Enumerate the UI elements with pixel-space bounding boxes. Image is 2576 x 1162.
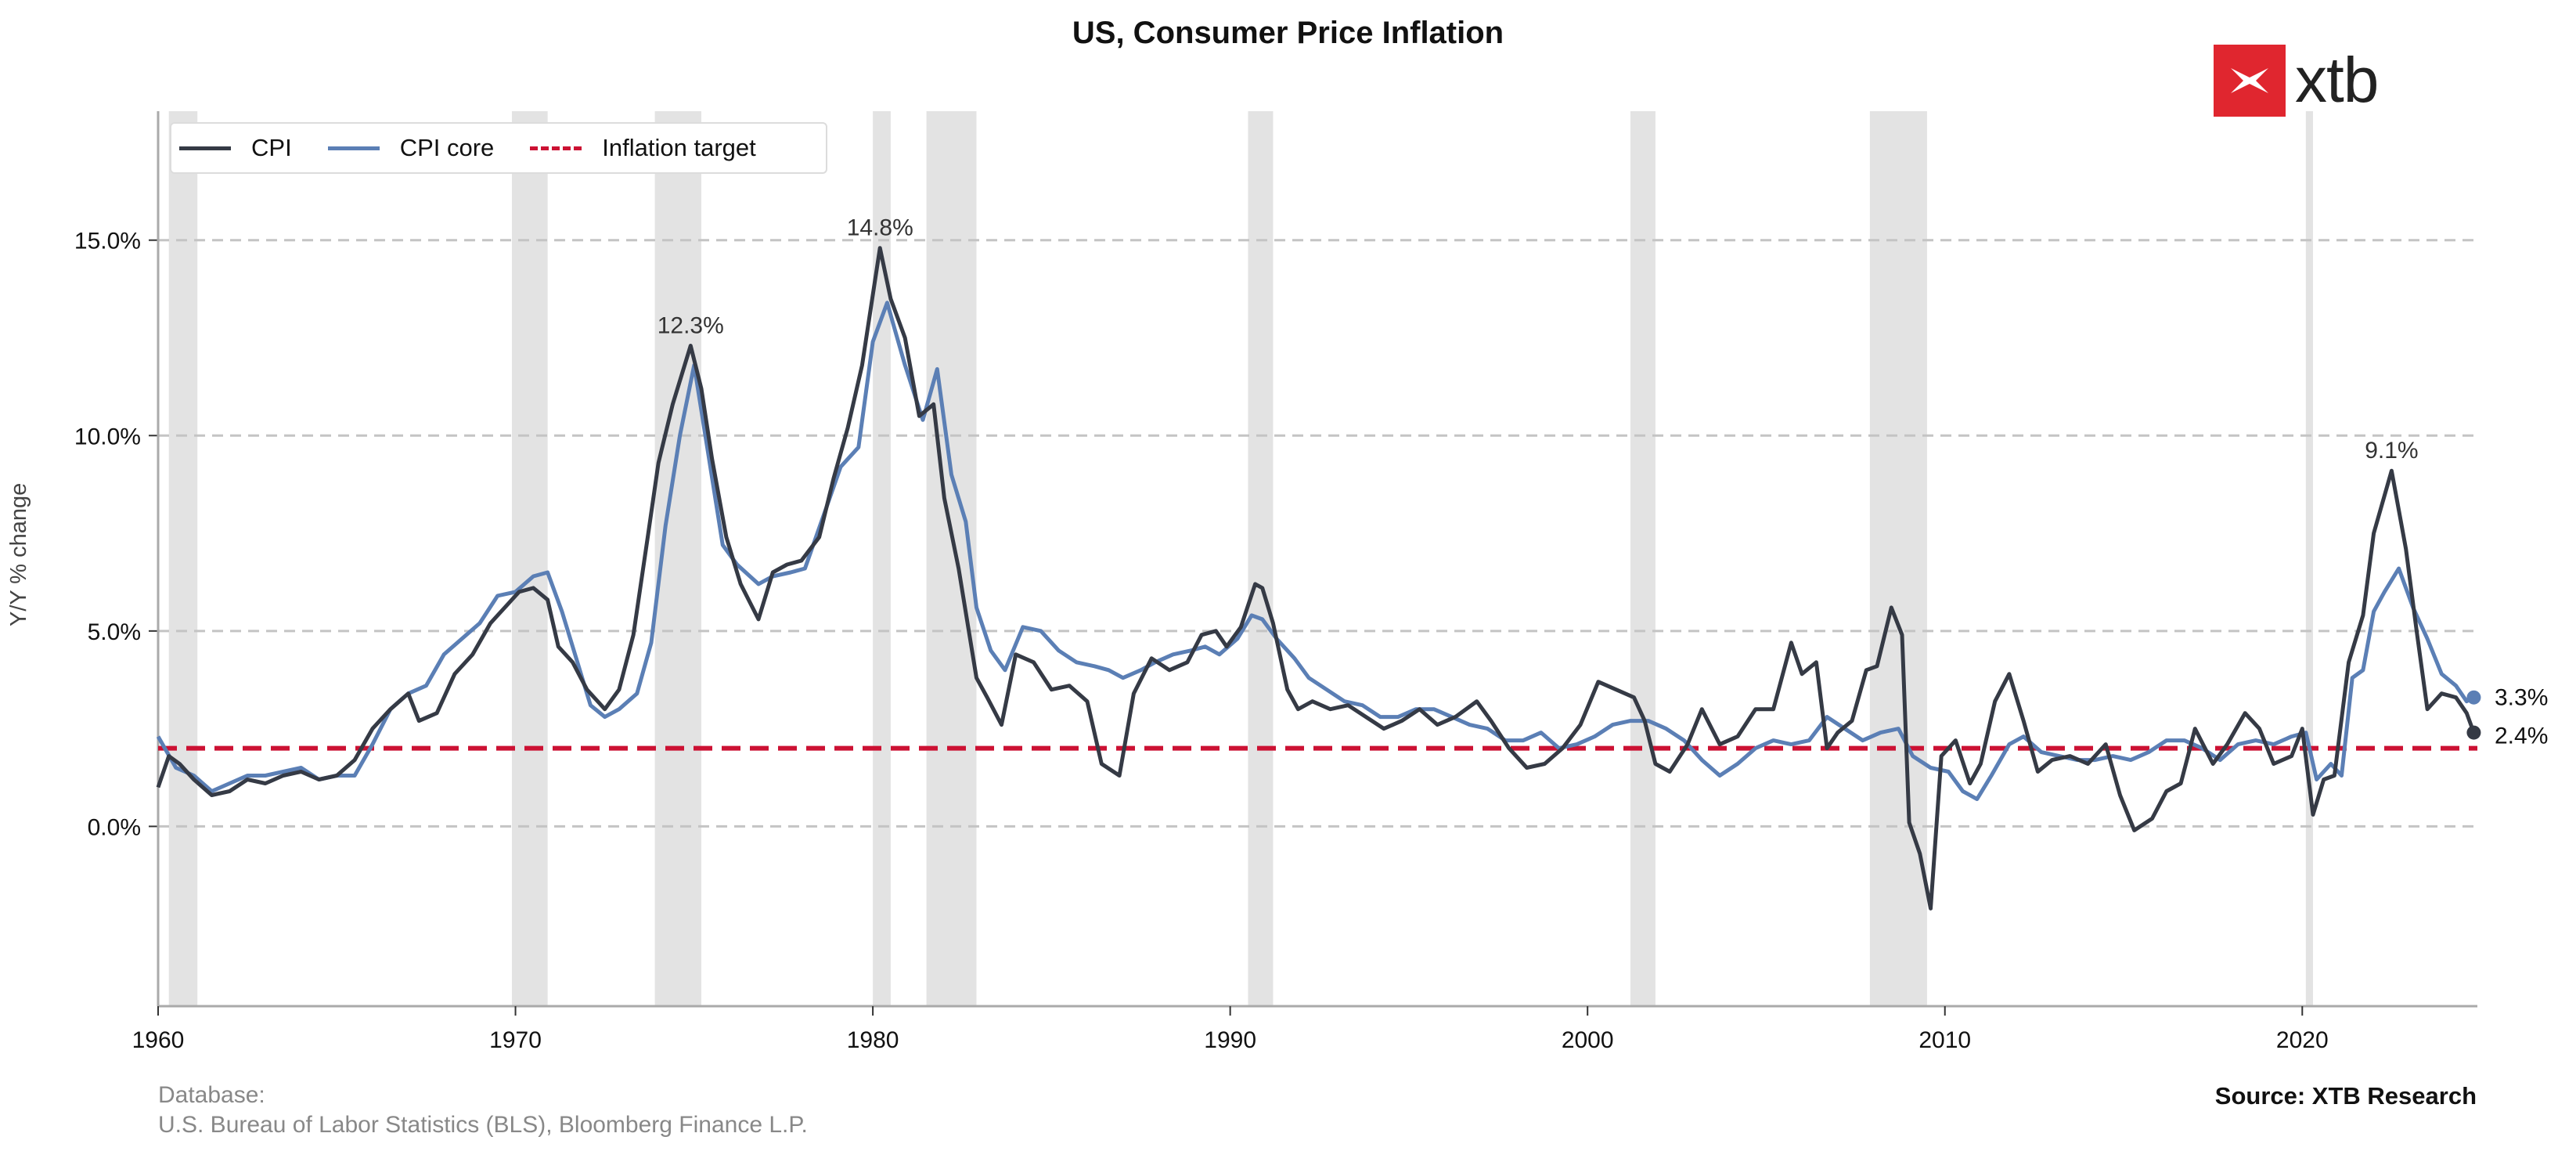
y-tick-label-0: 0.0% [88, 814, 141, 840]
legend-label-cpi-core: CPI core [399, 134, 495, 161]
brand-logo: xtb [2214, 44, 2379, 117]
recession-band-3 [873, 111, 891, 1006]
xtb-logo-icon [2214, 45, 2286, 117]
footer-database: Database: U.S. Bureau of Labor Statistic… [158, 1081, 808, 1140]
y-tick-label-2: 10.0% [74, 424, 141, 449]
recession-band-1 [511, 111, 548, 1006]
legend-swatch-cpi [179, 146, 231, 150]
legend-swatch-cpi-core [327, 146, 380, 150]
series-end-marker-cpi [2466, 725, 2481, 740]
series-line-cpi-core [156, 301, 2475, 801]
footer-database-label: Database: [158, 1082, 265, 1108]
chart-title: US, Consumer Price Inflation [1072, 16, 1504, 50]
x-tick-label-3: 1990 [1204, 1027, 1256, 1053]
legend-item-inflation-target: Inflation target [530, 134, 756, 162]
series-end-marker-cpi-core [2466, 690, 2481, 705]
peak-annotation-0: 12.3% [658, 312, 724, 338]
recession-band-5 [1248, 111, 1274, 1006]
footer-database-sources: U.S. Bureau of Labor Statistics (BLS), B… [158, 1112, 808, 1138]
recession-band-7 [1869, 111, 1927, 1006]
end-label-cpi: 2.4% [2495, 724, 2548, 749]
recession-band-0 [168, 111, 198, 1006]
x-tick-label-5: 2010 [1918, 1027, 1971, 1053]
legend-label-inflation-target: Inflation target [602, 134, 756, 161]
legend-swatch-inflation-target [530, 146, 582, 150]
legend-item-cpi-core: CPI core [327, 134, 495, 162]
recession-band-6 [1630, 111, 1655, 1006]
legend-item-cpi: CPI [179, 134, 292, 162]
x-tick-label-2: 1980 [847, 1027, 899, 1053]
x-tick-label-6: 2020 [2276, 1027, 2329, 1053]
x-tick-label-0: 1960 [132, 1027, 185, 1053]
recession-band-4 [926, 111, 977, 1006]
series-line-cpi [156, 246, 2476, 911]
recession-band-8 [2305, 111, 2313, 1006]
x-tick-label-1: 1970 [489, 1027, 542, 1053]
peak-annotation-2: 9.1% [2365, 438, 2418, 464]
peak-annotation-1: 14.8% [847, 215, 913, 241]
chart-legend: CPI CPI core Inflation target [170, 122, 827, 174]
y-tick-label-1: 5.0% [88, 619, 141, 645]
legend-label-cpi: CPI [251, 134, 292, 161]
x-tick-label-4: 2000 [1562, 1027, 1614, 1053]
y-tick-label-3: 15.0% [74, 229, 141, 254]
footer-source: Source: XTB Research [2214, 1082, 2477, 1110]
end-label-cpi-core: 3.3% [2495, 685, 2548, 711]
brand-name: xtb [2295, 45, 2379, 116]
